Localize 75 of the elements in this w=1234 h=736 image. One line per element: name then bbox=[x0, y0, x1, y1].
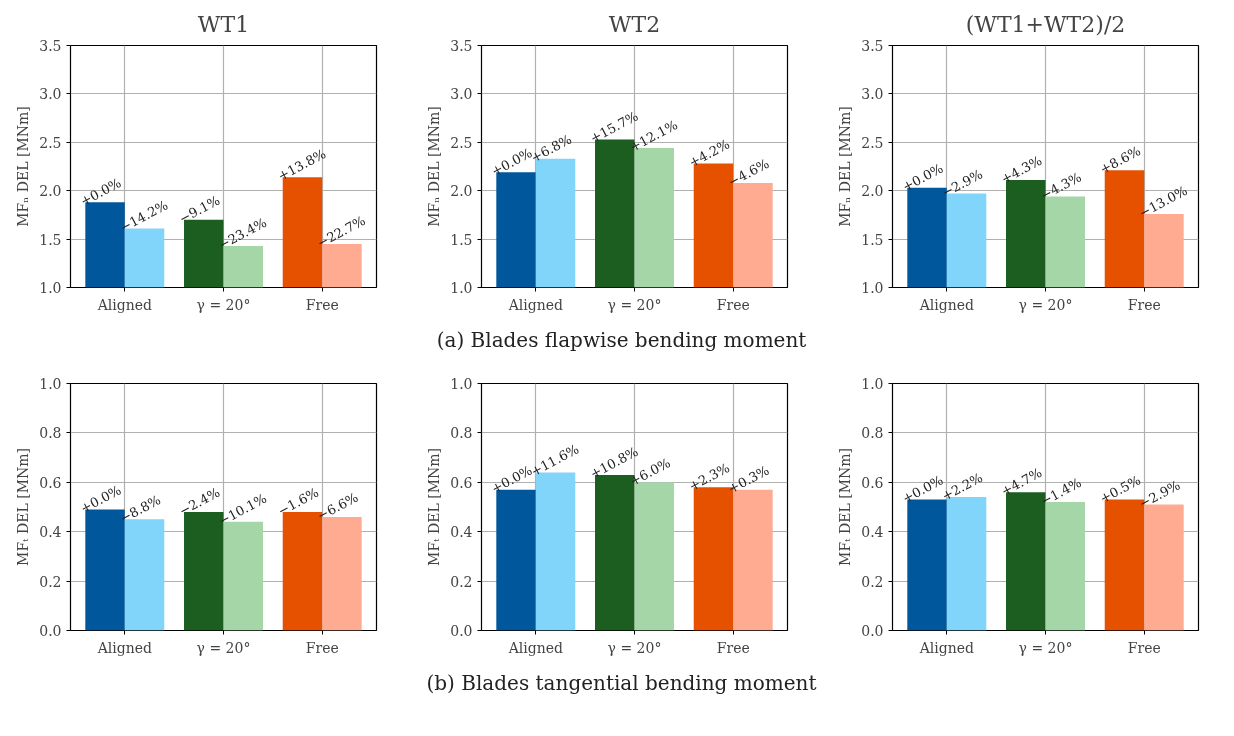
y-tick-label: 0.4 bbox=[39, 524, 62, 541]
y-axis-title: MFₜ DEL [MNm] bbox=[837, 448, 854, 566]
x-tick-label: Aligned bbox=[96, 639, 152, 656]
y-tick-label: 1.5 bbox=[39, 231, 62, 248]
x-tick-label: γ = 20° bbox=[1018, 639, 1073, 656]
y-tick-label: 2.0 bbox=[450, 183, 473, 200]
y-tick-label: 0.2 bbox=[450, 573, 473, 590]
text: (b) Blades tangential bending moment bbox=[426, 670, 817, 697]
y-tick-label: 1.0 bbox=[861, 376, 884, 392]
y-tick-label: 3.0 bbox=[450, 86, 473, 103]
chart-title: WT2 bbox=[608, 11, 661, 37]
y-tick-label: 3.5 bbox=[861, 38, 884, 54]
bar bbox=[907, 499, 947, 631]
x-tick-label: Free bbox=[716, 639, 750, 656]
x-tick-label: Free bbox=[305, 639, 339, 656]
y-axis-title: MFₙ DEL [MNm] bbox=[837, 106, 854, 227]
y-tick-label: 1.0 bbox=[450, 280, 473, 296]
y-tick-label: 2.5 bbox=[39, 134, 62, 151]
y-tick-label: 0.0 bbox=[861, 623, 884, 639]
y-tick-label: 2.0 bbox=[39, 183, 62, 200]
y-tick-label: 0.0 bbox=[39, 623, 62, 639]
y-axis-title: MFₜ DEL [MNm] bbox=[15, 448, 32, 566]
y-tick-label: 2.0 bbox=[861, 183, 884, 200]
x-tick-label: Aligned bbox=[507, 639, 563, 656]
x-tick-label: Free bbox=[305, 296, 339, 313]
bar bbox=[223, 521, 263, 631]
x-tick-label: γ = 20° bbox=[1018, 296, 1073, 313]
bar bbox=[946, 497, 987, 631]
x-tick-label: Aligned bbox=[918, 296, 974, 313]
y-tick-label: 1.0 bbox=[861, 280, 884, 296]
y-tick-label: 2.5 bbox=[450, 134, 473, 151]
x-tick-label: γ = 20° bbox=[196, 296, 251, 313]
bar bbox=[322, 516, 362, 631]
bar bbox=[1045, 502, 1085, 631]
y-tick-label: 0.0 bbox=[450, 623, 473, 639]
y-tick-label: 0.6 bbox=[450, 474, 473, 491]
x-tick-label: Free bbox=[1127, 296, 1161, 313]
y-tick-label: 3.5 bbox=[450, 38, 473, 54]
y-tick-label: 0.4 bbox=[450, 524, 473, 541]
y-tick-label: 0.6 bbox=[39, 474, 62, 491]
y-tick-label: 1.5 bbox=[450, 231, 473, 248]
y-tick-label: 1.0 bbox=[39, 280, 62, 296]
y-tick-label: 0.2 bbox=[39, 573, 62, 590]
x-tick-label: Aligned bbox=[96, 296, 152, 313]
y-tick-label: 3.0 bbox=[861, 86, 884, 103]
y-axis-title: MFₜ DEL [MNm] bbox=[426, 448, 443, 566]
y-tick-label: 0.2 bbox=[861, 573, 884, 590]
bar bbox=[496, 489, 536, 631]
y-tick-label: 0.8 bbox=[39, 425, 62, 442]
y-tick-label: 1.0 bbox=[450, 376, 473, 392]
x-tick-label: γ = 20° bbox=[607, 296, 662, 313]
y-tick-label: 2.5 bbox=[861, 134, 884, 151]
x-tick-label: γ = 20° bbox=[196, 639, 251, 656]
bar bbox=[535, 472, 576, 631]
y-tick-label: 0.6 bbox=[861, 474, 884, 491]
bar bbox=[124, 519, 165, 631]
y-tick-label: 0.4 bbox=[861, 524, 884, 541]
y-tick-label: 3.0 bbox=[39, 86, 62, 103]
bar bbox=[634, 482, 674, 631]
y-tick-label: 3.5 bbox=[39, 38, 62, 54]
x-tick-label: Free bbox=[1127, 639, 1161, 656]
y-axis-title: MFₙ DEL [MNm] bbox=[15, 106, 32, 227]
chart-title: (WT1+WT2)/2 bbox=[965, 11, 1126, 37]
x-tick-label: Aligned bbox=[918, 639, 974, 656]
x-tick-label: Aligned bbox=[507, 296, 563, 313]
y-axis-title: MFₙ DEL [MNm] bbox=[426, 106, 443, 227]
x-tick-label: γ = 20° bbox=[607, 639, 662, 656]
x-tick-label: Free bbox=[716, 296, 750, 313]
chart-title: WT1 bbox=[197, 11, 250, 37]
text: (a) Blades flapwise bending moment bbox=[436, 327, 807, 354]
bar bbox=[1144, 504, 1184, 631]
y-tick-label: 0.8 bbox=[861, 425, 884, 442]
y-tick-label: 1.0 bbox=[39, 376, 62, 392]
y-tick-label: 0.8 bbox=[450, 425, 473, 442]
y-tick-label: 1.5 bbox=[861, 231, 884, 248]
